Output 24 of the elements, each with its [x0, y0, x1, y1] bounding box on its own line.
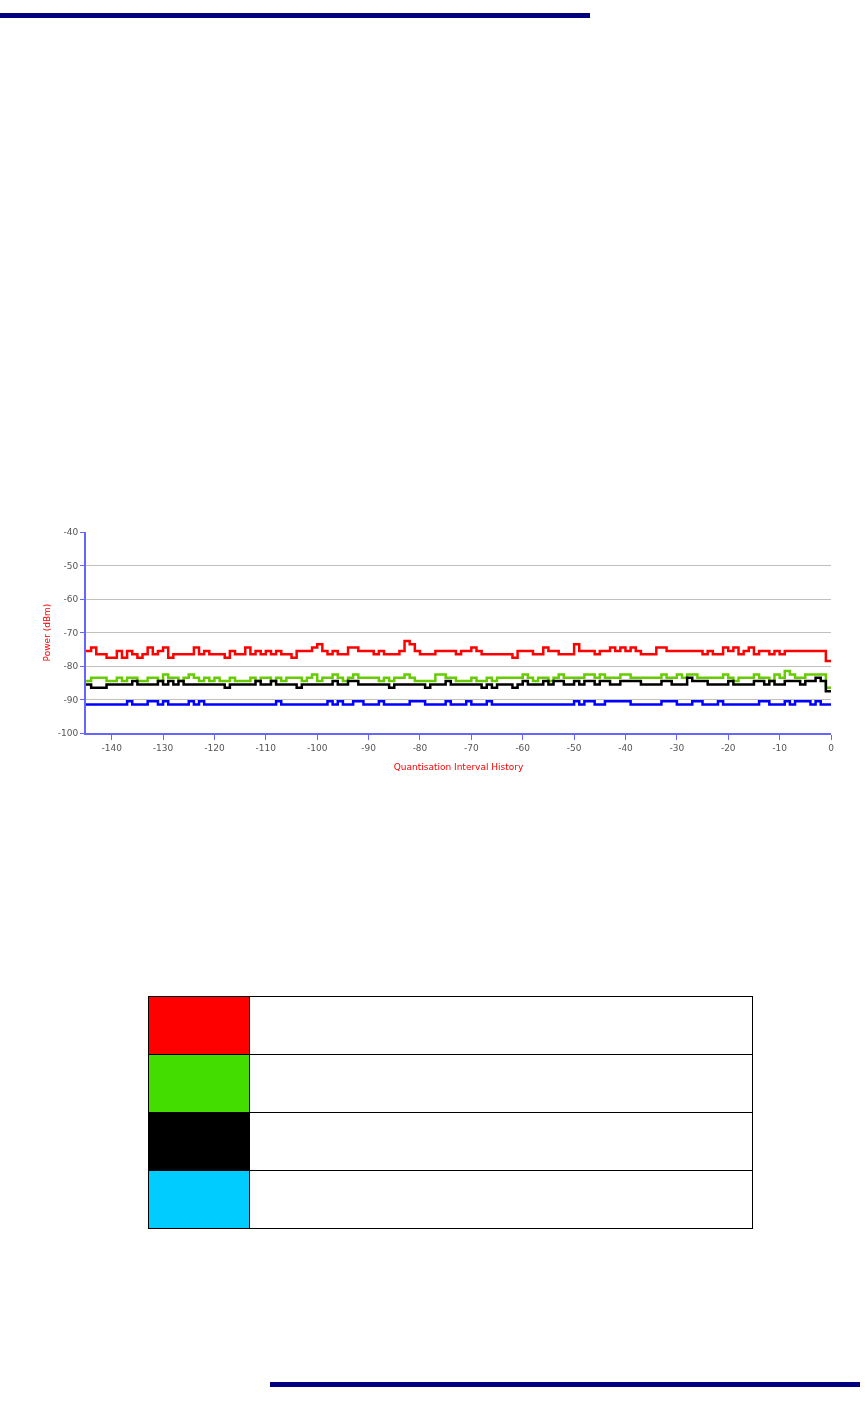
x-tick-label: 0: [828, 742, 835, 753]
x-tick-label: -100: [306, 742, 328, 753]
y-tick-label: -50: [63, 560, 79, 571]
x-tick-label: -30: [669, 742, 685, 753]
y-tick-label: -100: [57, 728, 79, 739]
y-tick-label: -70: [63, 627, 79, 638]
x-tick-label: -80: [412, 742, 428, 753]
y-tick-label: -40: [63, 527, 79, 538]
x-tick-label: -50: [566, 742, 582, 753]
x-tick-label: -70: [463, 742, 479, 753]
x-tick-label: -120: [204, 742, 225, 753]
x-tick-label: -60: [515, 742, 531, 753]
y-tick-label: -90: [63, 694, 79, 705]
y-tick-label: -60: [63, 594, 79, 605]
x-tick-label: -140: [101, 742, 123, 753]
x-tick-label: -90: [361, 742, 377, 753]
x-axis-title: Quantisation Interval History: [393, 762, 525, 773]
x-tick-label: -110: [255, 742, 277, 753]
y-tick-label: -80: [63, 661, 79, 672]
x-tick-label: -130: [152, 742, 174, 753]
x-tick-label: -40: [618, 742, 634, 753]
y-axis-title: Power (dBm): [41, 603, 52, 662]
x-tick-label: -10: [772, 742, 788, 753]
x-tick-label: -20: [720, 742, 736, 753]
